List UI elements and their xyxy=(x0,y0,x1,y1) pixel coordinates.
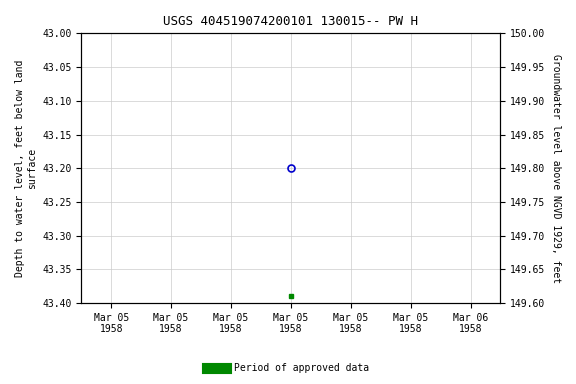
Y-axis label: Groundwater level above NGVD 1929, feet: Groundwater level above NGVD 1929, feet xyxy=(551,54,561,283)
Y-axis label: Depth to water level, feet below land
surface: Depth to water level, feet below land su… xyxy=(15,60,37,277)
Legend: Period of approved data: Period of approved data xyxy=(203,359,373,377)
Title: USGS 404519074200101 130015-- PW H: USGS 404519074200101 130015-- PW H xyxy=(164,15,418,28)
